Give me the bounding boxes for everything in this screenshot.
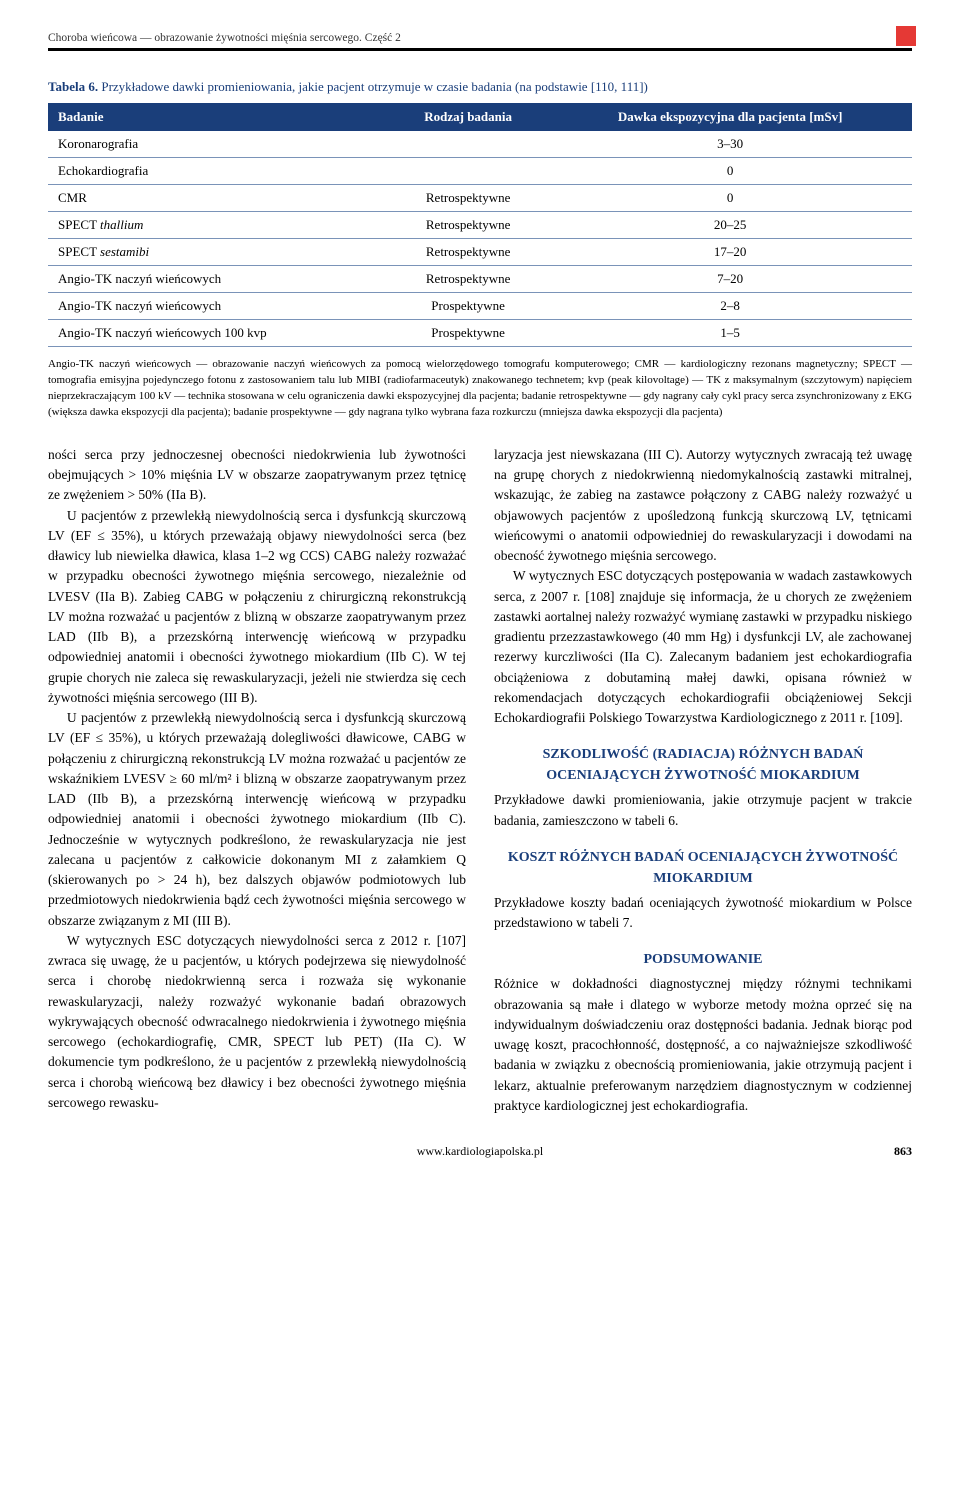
cell: Retrospektywne: [388, 266, 548, 293]
cell: Retrospektywne: [388, 185, 548, 212]
table-row: SPECT sestamibiRetrospektywne17–20: [48, 239, 912, 266]
running-head: Choroba wieńcowa — obrazowanie żywotnośc…: [48, 32, 912, 51]
section-head-podsumowanie: PODSUMOWANIE: [494, 949, 912, 970]
cell: Angio-TK naczyń wieńcowych: [48, 293, 388, 320]
body-para: U pacjentów z przewlekłą niewydolnością …: [48, 708, 466, 931]
cell: Prospektywne: [388, 320, 548, 347]
table6-h3: Dawka ekspozycyjna dla pacjenta [mSv]: [548, 103, 912, 131]
body-para: U pacjentów z przewlekłą niewydolnością …: [48, 506, 466, 709]
table6-h1: Badanie: [48, 103, 388, 131]
cell: [388, 131, 548, 158]
cell: 20–25: [548, 212, 912, 239]
body-para: Przykładowe dawki promieniowania, jakie …: [494, 790, 912, 831]
cell: Retrospektywne: [388, 212, 548, 239]
cell: Prospektywne: [388, 293, 548, 320]
cell: 7–20: [548, 266, 912, 293]
cell: 0: [548, 185, 912, 212]
table6-footnote: Angio-TK naczyń wieńcowych — obrazowanie…: [48, 357, 912, 421]
cell: Echokardiografia: [48, 158, 388, 185]
cell: SPECT sestamibi: [48, 239, 388, 266]
table6-caption-text: Przykładowe dawki promieniowania, jakie …: [98, 79, 648, 94]
table-row: Echokardiografia 0: [48, 158, 912, 185]
table-row: Koronarografia 3–30: [48, 131, 912, 158]
body-para: laryzacja jest niewskazana (III C). Auto…: [494, 445, 912, 567]
cell: Angio-TK naczyń wieńcowych: [48, 266, 388, 293]
body-para: W wytycznych ESC dotyczących niewydolnoś…: [48, 931, 466, 1113]
cell: CMR: [48, 185, 388, 212]
body-columns: ności serca przy jednoczesnej obecności …: [48, 445, 912, 1116]
table-row: Angio-TK naczyń wieńcowych 100 kvpProspe…: [48, 320, 912, 347]
table-row: SPECT thalliumRetrospektywne20–25: [48, 212, 912, 239]
left-column: ności serca przy jednoczesnej obecności …: [48, 445, 466, 1116]
body-para: Różnice w dokładności diagnostycznej mię…: [494, 974, 912, 1116]
right-column: laryzacja jest niewskazana (III C). Auto…: [494, 445, 912, 1116]
page-number: 863: [894, 1144, 912, 1159]
cell: [388, 158, 548, 185]
body-para: W wytycznych ESC dotyczących postępowani…: [494, 566, 912, 728]
cell: 0: [548, 158, 912, 185]
cell: 2–8: [548, 293, 912, 320]
table6-h2: Rodzaj badania: [388, 103, 548, 131]
table-row: Angio-TK naczyń wieńcowychRetrospektywne…: [48, 266, 912, 293]
body-para: Przykładowe koszty badań oceniających ży…: [494, 893, 912, 934]
table-row: CMRRetrospektywne0: [48, 185, 912, 212]
table6-caption: Tabela 6. Przykładowe dawki promieniowan…: [48, 79, 912, 95]
footer-site: www.kardiologiapolska.pl: [417, 1144, 544, 1158]
table6-header-row: Badanie Rodzaj badania Dawka ekspozycyjn…: [48, 103, 912, 131]
table-row: Angio-TK naczyń wieńcowychProspektywne2–…: [48, 293, 912, 320]
cell: Retrospektywne: [388, 239, 548, 266]
cell: 3–30: [548, 131, 912, 158]
cell: Angio-TK naczyń wieńcowych 100 kvp: [48, 320, 388, 347]
cell: Koronarografia: [48, 131, 388, 158]
table6: Badanie Rodzaj badania Dawka ekspozycyjn…: [48, 103, 912, 347]
section-head-koszt: KOSZT RÓŻNYCH BADAŃ OCENIAJĄCYCH ŻYWOTNO…: [494, 847, 912, 889]
cell: 1–5: [548, 320, 912, 347]
cell: 17–20: [548, 239, 912, 266]
section-head-radiacja: SZKODLIWOŚĆ (RADIACJA) RÓŻNYCH BADAŃ OCE…: [494, 744, 912, 786]
table6-label: Tabela 6.: [48, 79, 98, 94]
body-para: ności serca przy jednoczesnej obecności …: [48, 445, 466, 506]
cell: SPECT thallium: [48, 212, 388, 239]
page-footer: www.kardiologiapolska.pl 863: [48, 1144, 912, 1159]
